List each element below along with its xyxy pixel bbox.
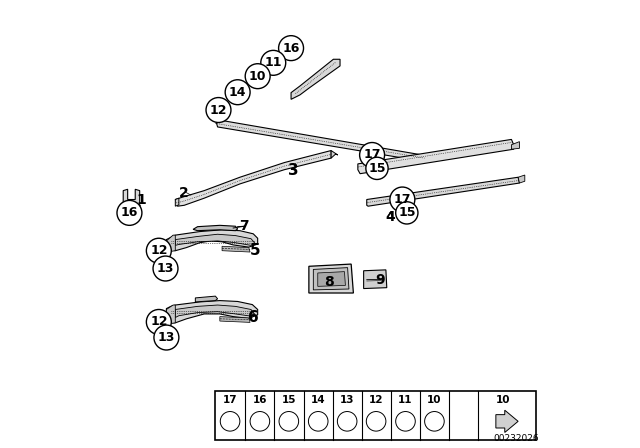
Text: 10: 10: [427, 395, 442, 405]
Text: 12: 12: [150, 315, 168, 328]
Text: 13: 13: [157, 331, 175, 344]
Text: 9: 9: [375, 273, 385, 287]
Text: 13: 13: [157, 262, 174, 275]
Polygon shape: [314, 267, 349, 290]
Text: 12: 12: [210, 103, 227, 116]
Text: 11: 11: [264, 56, 282, 69]
Text: 12: 12: [150, 244, 168, 257]
Circle shape: [147, 310, 172, 334]
Text: 14: 14: [229, 86, 246, 99]
Text: 15: 15: [398, 207, 415, 220]
Circle shape: [245, 64, 270, 89]
Text: 10: 10: [249, 70, 266, 83]
Polygon shape: [367, 177, 520, 206]
Polygon shape: [291, 59, 340, 99]
Polygon shape: [216, 119, 424, 162]
Circle shape: [366, 157, 388, 180]
Polygon shape: [318, 271, 346, 286]
Text: 12: 12: [369, 395, 383, 405]
Text: 16: 16: [121, 207, 138, 220]
Text: 4: 4: [385, 210, 396, 224]
Text: 16: 16: [253, 395, 267, 405]
Circle shape: [278, 36, 303, 60]
Circle shape: [225, 80, 250, 105]
Text: 6: 6: [248, 310, 259, 325]
Polygon shape: [175, 151, 331, 206]
FancyBboxPatch shape: [216, 391, 536, 440]
Polygon shape: [496, 410, 518, 432]
Text: 1: 1: [136, 193, 146, 207]
Polygon shape: [518, 175, 525, 183]
Text: 7: 7: [239, 219, 249, 233]
Circle shape: [117, 200, 142, 225]
Circle shape: [206, 98, 231, 122]
Circle shape: [153, 256, 178, 281]
Polygon shape: [175, 198, 179, 206]
Polygon shape: [166, 230, 258, 251]
Polygon shape: [175, 305, 254, 318]
Text: 5: 5: [250, 243, 260, 258]
Text: 13: 13: [340, 395, 355, 405]
Polygon shape: [511, 142, 520, 149]
Polygon shape: [309, 264, 353, 293]
Text: 8: 8: [324, 275, 334, 289]
Polygon shape: [166, 305, 175, 324]
Text: 16: 16: [282, 42, 300, 55]
Text: 00232026: 00232026: [493, 434, 539, 443]
Text: 2: 2: [179, 186, 189, 200]
Polygon shape: [331, 151, 338, 158]
Polygon shape: [193, 225, 237, 231]
Text: 15: 15: [282, 395, 296, 405]
Circle shape: [396, 202, 418, 224]
Text: 3: 3: [288, 163, 299, 178]
Polygon shape: [195, 296, 218, 302]
Text: 15: 15: [368, 162, 386, 175]
Polygon shape: [220, 317, 250, 323]
Polygon shape: [124, 189, 140, 206]
Text: 11: 11: [398, 395, 413, 405]
Circle shape: [154, 325, 179, 350]
Polygon shape: [175, 234, 255, 246]
Polygon shape: [222, 246, 250, 252]
Polygon shape: [364, 270, 387, 289]
Polygon shape: [166, 301, 258, 323]
Text: 10: 10: [496, 395, 511, 405]
Circle shape: [360, 142, 385, 168]
Text: 17: 17: [364, 148, 381, 161]
Circle shape: [390, 187, 415, 212]
Circle shape: [260, 50, 285, 75]
Text: 17: 17: [223, 395, 237, 405]
Text: 17: 17: [394, 193, 411, 206]
Text: 14: 14: [311, 395, 326, 405]
Polygon shape: [358, 139, 514, 174]
Polygon shape: [166, 235, 175, 252]
Circle shape: [147, 238, 172, 263]
